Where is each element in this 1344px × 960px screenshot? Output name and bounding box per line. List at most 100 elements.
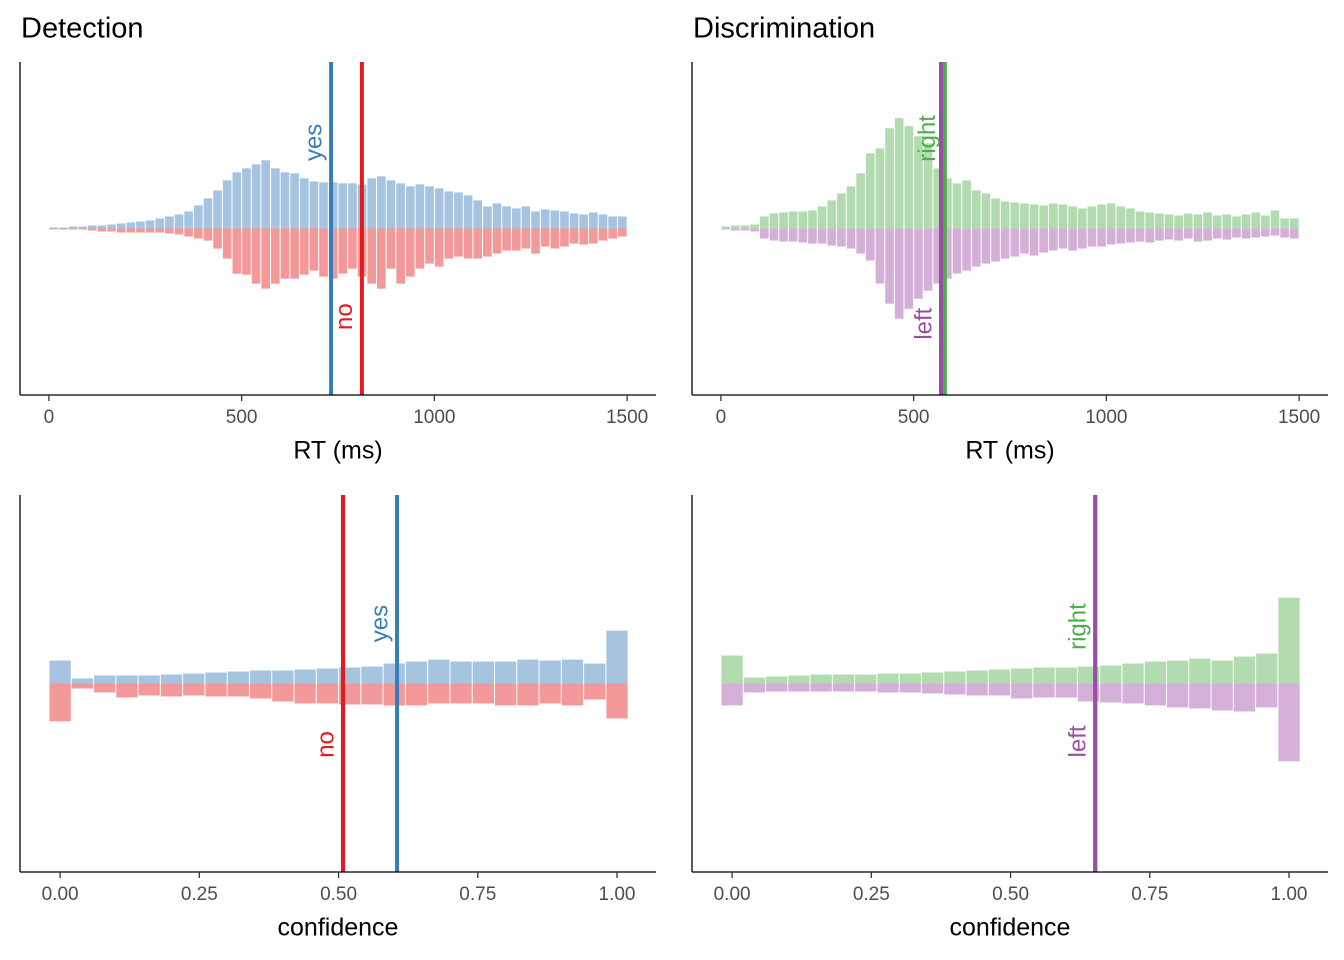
bar <box>1203 212 1212 229</box>
bar <box>280 228 290 279</box>
bar <box>517 659 539 684</box>
bar <box>59 228 68 230</box>
bar <box>1058 228 1068 249</box>
bar <box>1106 228 1116 245</box>
bar <box>875 228 885 284</box>
bar <box>550 228 560 249</box>
bar <box>743 677 766 684</box>
bar <box>1039 205 1049 229</box>
panel-title: Detection <box>21 13 144 45</box>
bar <box>759 228 769 239</box>
bar <box>367 178 377 229</box>
bar <box>750 224 759 229</box>
bar <box>165 228 174 234</box>
bar <box>589 228 598 244</box>
bar <box>116 675 138 684</box>
bar <box>832 683 855 692</box>
bar <box>294 669 316 684</box>
bar <box>316 683 339 704</box>
bar <box>539 683 561 704</box>
bar <box>731 225 740 229</box>
bar <box>962 180 971 229</box>
bar <box>338 228 348 274</box>
bar <box>1164 228 1174 240</box>
x-tick-label: 1.00 <box>1271 884 1308 905</box>
bar <box>174 214 184 229</box>
bar <box>923 143 933 229</box>
bar <box>569 228 579 244</box>
bar <box>798 211 808 229</box>
bar <box>943 178 952 229</box>
bar <box>107 228 116 232</box>
bar <box>1077 208 1087 229</box>
bar <box>1033 683 1055 698</box>
bar <box>367 228 377 284</box>
x-axis-title: RT (ms) <box>965 437 1054 465</box>
x-tick-label: 1000 <box>413 407 455 428</box>
bar <box>1203 228 1212 241</box>
bar <box>138 675 160 684</box>
bar <box>944 671 966 684</box>
bar <box>213 228 222 249</box>
bar <box>808 210 817 229</box>
x-tick-label: 500 <box>898 407 930 428</box>
bar <box>899 683 921 693</box>
bar <box>846 228 856 249</box>
bar <box>97 225 107 229</box>
bar <box>1289 218 1299 229</box>
bar <box>87 225 97 229</box>
bar <box>193 228 203 239</box>
bar <box>1166 660 1189 684</box>
x-tick-label: 0.25 <box>181 884 218 905</box>
bar <box>472 683 494 704</box>
bar <box>1189 683 1211 709</box>
bar <box>827 200 837 229</box>
panel-title: Discrimination <box>693 13 875 45</box>
x-axis-title: confidence <box>278 914 399 942</box>
bar <box>444 228 454 259</box>
bar <box>531 211 540 229</box>
bar <box>1211 683 1233 711</box>
bar <box>251 164 261 229</box>
bar <box>405 228 415 277</box>
bar <box>766 683 788 692</box>
bar <box>49 660 71 684</box>
bar <box>894 228 904 319</box>
bar <box>492 228 502 254</box>
bar <box>472 661 494 684</box>
bar <box>1183 228 1193 239</box>
bar <box>1155 213 1164 229</box>
bar <box>145 220 155 229</box>
bar <box>971 190 981 229</box>
bar <box>560 211 569 229</box>
bar <box>116 683 138 698</box>
bar <box>561 659 584 684</box>
bar <box>68 228 78 230</box>
bar <box>249 683 272 699</box>
x-tick-label: 1000 <box>1085 407 1127 428</box>
bar <box>769 213 779 229</box>
bar <box>1097 228 1106 247</box>
bar <box>463 228 473 259</box>
bar <box>1100 665 1122 684</box>
bar <box>299 228 309 275</box>
bar <box>213 190 222 229</box>
bar <box>309 181 319 229</box>
bar <box>405 661 428 684</box>
bar <box>837 228 846 247</box>
bar <box>454 228 463 257</box>
x-axis-title: confidence <box>950 914 1071 942</box>
bar <box>1233 656 1256 684</box>
bar <box>750 228 759 232</box>
bar <box>1270 210 1280 229</box>
bar <box>788 683 810 692</box>
bar <box>1029 228 1039 256</box>
bar <box>494 661 517 684</box>
bar <box>810 674 832 684</box>
bar <box>1087 206 1097 229</box>
bar <box>779 228 788 242</box>
bar <box>1189 658 1211 684</box>
bar <box>444 191 454 229</box>
bar <box>1289 228 1299 239</box>
bar <box>521 206 531 229</box>
